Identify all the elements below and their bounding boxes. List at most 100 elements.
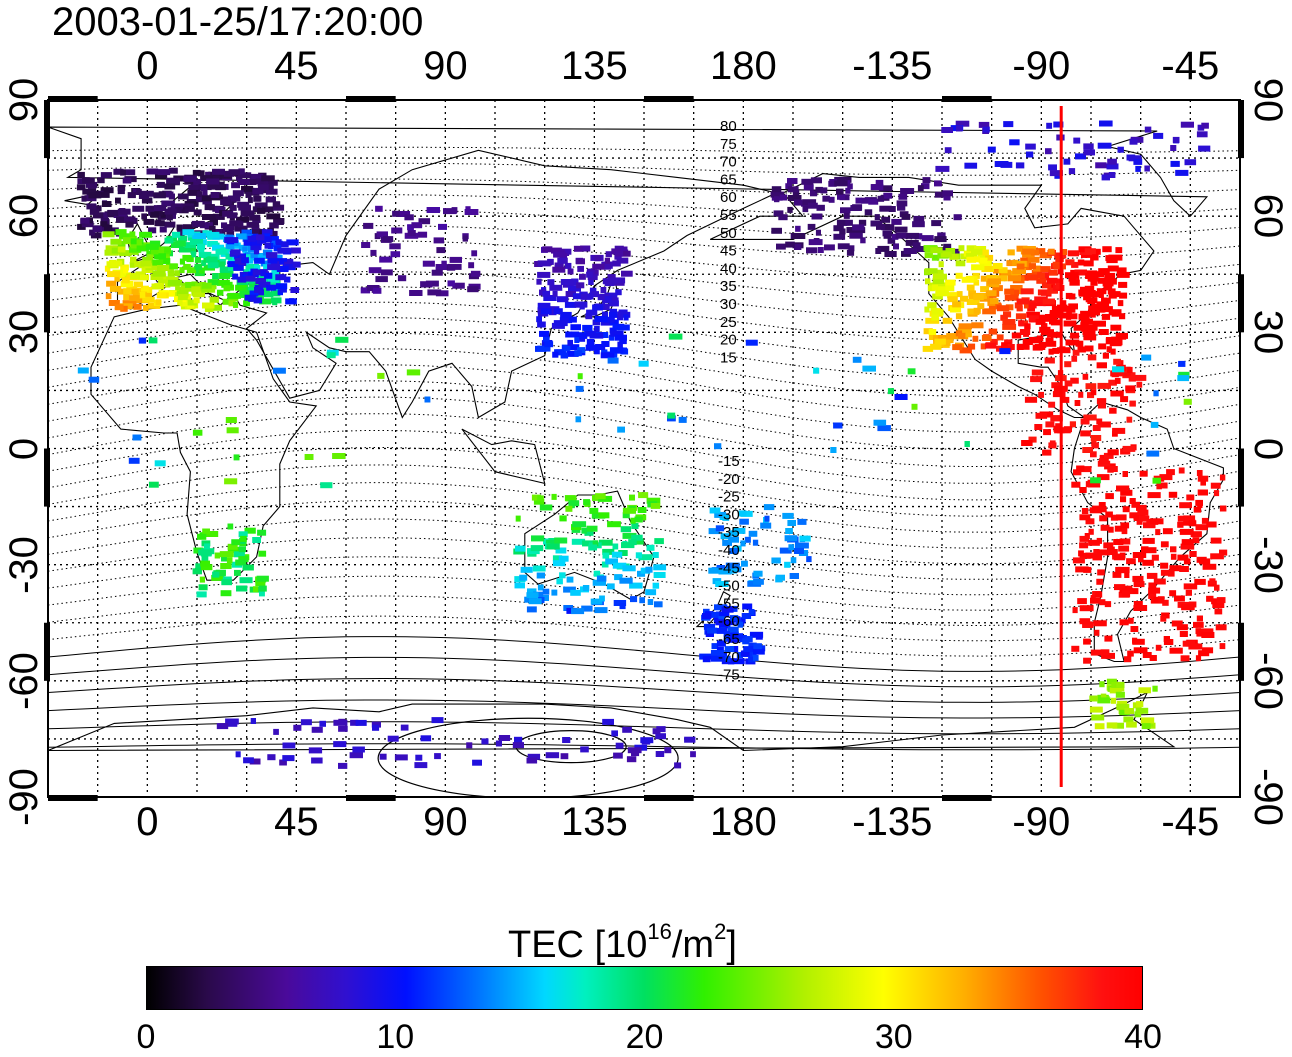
frame-bar bbox=[1238, 448, 1244, 507]
tec-point bbox=[1136, 504, 1147, 511]
tec-point bbox=[877, 425, 891, 432]
tec-point bbox=[864, 209, 873, 216]
tec-point bbox=[1028, 263, 1036, 270]
tec-point bbox=[956, 291, 963, 298]
tec-point bbox=[1002, 319, 1016, 325]
tec-point bbox=[646, 544, 655, 551]
tec-point bbox=[1012, 268, 1026, 275]
tec-point bbox=[590, 598, 603, 605]
tec-point bbox=[1146, 450, 1160, 457]
tec-point bbox=[748, 656, 756, 663]
tec-point bbox=[239, 577, 253, 584]
tec-point bbox=[1199, 628, 1214, 635]
tec-point bbox=[574, 301, 588, 308]
tec-point bbox=[127, 192, 136, 199]
tec-point bbox=[176, 290, 189, 297]
tec-point bbox=[1179, 502, 1192, 509]
tec-point bbox=[1135, 165, 1141, 172]
tec-point bbox=[1088, 528, 1094, 535]
tec-point bbox=[785, 528, 793, 534]
tec-point bbox=[891, 233, 899, 240]
tec-point bbox=[634, 516, 643, 523]
tec-point bbox=[955, 272, 963, 279]
tec-point bbox=[955, 260, 966, 267]
dip-lat-label: 25 bbox=[720, 314, 737, 331]
tec-point bbox=[156, 181, 165, 188]
lat-tick-label: -60 bbox=[1246, 651, 1290, 710]
tec-point bbox=[760, 522, 772, 529]
tec-point bbox=[1078, 550, 1084, 557]
tec-point bbox=[269, 281, 281, 288]
tec-point bbox=[264, 272, 273, 279]
tec-point bbox=[80, 217, 90, 224]
tec-point bbox=[435, 290, 449, 297]
tec-point bbox=[375, 205, 383, 212]
frame-bar bbox=[48, 795, 98, 801]
tec-point bbox=[1144, 547, 1157, 554]
tec-point bbox=[917, 185, 924, 192]
tec-point bbox=[536, 278, 542, 285]
tec-point bbox=[106, 280, 117, 287]
tec-point bbox=[611, 277, 626, 284]
tec-point bbox=[614, 334, 627, 341]
tec-point bbox=[935, 290, 949, 297]
tec-point bbox=[154, 460, 166, 467]
tec-point bbox=[621, 270, 633, 277]
tec-point bbox=[570, 344, 580, 351]
tec-point bbox=[1183, 398, 1192, 405]
tec-point bbox=[212, 219, 218, 226]
tec-point bbox=[394, 754, 408, 761]
tec-point bbox=[260, 270, 266, 277]
dip-contour bbox=[48, 482, 1240, 549]
tec-point bbox=[122, 300, 137, 307]
tec-point bbox=[988, 328, 998, 335]
tec-point bbox=[349, 752, 363, 759]
tec-point bbox=[438, 223, 447, 230]
tec-point bbox=[581, 605, 593, 612]
tec-point bbox=[586, 525, 598, 532]
tec-point bbox=[1039, 326, 1051, 333]
tec-point bbox=[725, 619, 735, 626]
tec-point bbox=[266, 179, 278, 186]
tec-point bbox=[1076, 465, 1085, 472]
tec-point bbox=[350, 719, 359, 726]
tec-point bbox=[877, 195, 885, 202]
tec-point bbox=[623, 314, 629, 321]
tec-point bbox=[192, 291, 205, 298]
tec-point bbox=[95, 205, 102, 212]
tec-point bbox=[592, 304, 603, 311]
tec-point bbox=[1070, 377, 1079, 384]
tec-point bbox=[184, 242, 197, 249]
tec-point bbox=[210, 192, 220, 198]
tec-point bbox=[100, 172, 112, 179]
tec-point bbox=[119, 233, 130, 240]
tec-point bbox=[267, 276, 280, 283]
tec-point bbox=[1098, 292, 1104, 298]
tec-point bbox=[247, 197, 253, 204]
tec-point bbox=[1100, 649, 1110, 656]
tec-point bbox=[141, 197, 153, 204]
tec-point bbox=[612, 543, 619, 550]
tec-point bbox=[261, 175, 275, 182]
tec-point bbox=[621, 250, 631, 257]
tec-point bbox=[1083, 638, 1091, 645]
tec-point bbox=[656, 726, 666, 733]
lon-tick-label: -135 bbox=[852, 44, 933, 88]
tec-point bbox=[1200, 479, 1206, 486]
tec-point bbox=[585, 344, 600, 351]
tec-point bbox=[214, 552, 221, 559]
tec-point bbox=[1032, 265, 1041, 272]
tec-point bbox=[143, 304, 149, 311]
tec-point bbox=[1102, 301, 1110, 308]
tec-point bbox=[978, 121, 990, 128]
tec-point bbox=[570, 324, 581, 331]
tec-point bbox=[1039, 252, 1052, 259]
tec-point bbox=[554, 349, 566, 356]
tec-point bbox=[1155, 529, 1161, 536]
tec-point bbox=[129, 273, 140, 280]
tec-point bbox=[1034, 344, 1046, 350]
tec-point bbox=[152, 270, 166, 277]
tec-point bbox=[202, 528, 210, 535]
tec-point bbox=[243, 300, 250, 307]
tec-point bbox=[787, 178, 798, 184]
